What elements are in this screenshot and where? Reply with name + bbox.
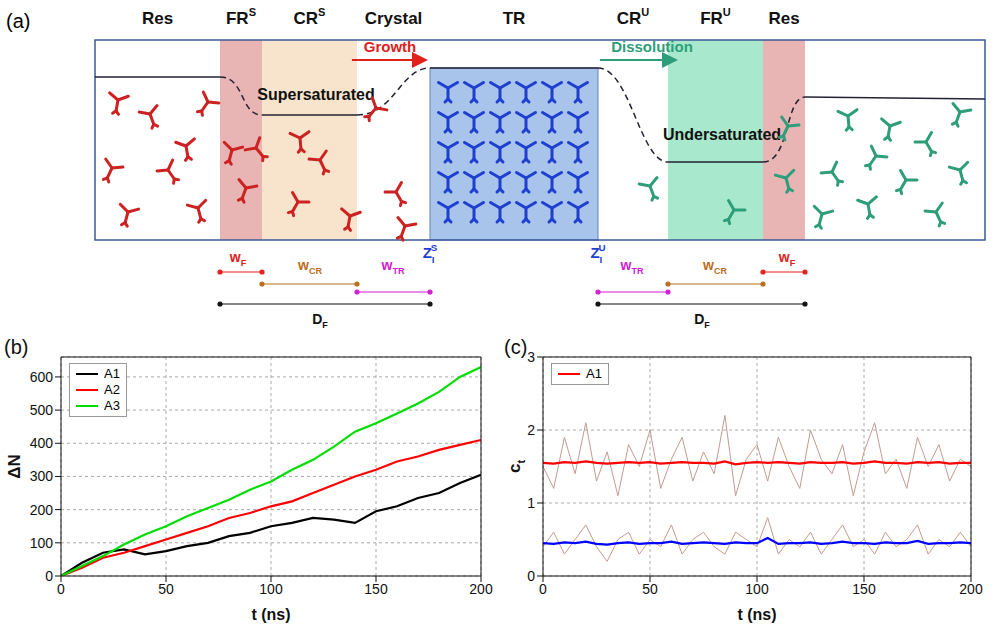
svg-text:Supersaturated: Supersaturated	[257, 86, 374, 103]
svg-text:wCR: wCR	[702, 257, 727, 276]
svg-text:wTR: wTR	[380, 257, 404, 276]
svg-text:50: 50	[158, 581, 174, 597]
svg-text:ct: ct	[505, 460, 527, 473]
svg-text:Dissolution: Dissolution	[611, 38, 693, 55]
svg-text:CRS: CRS	[294, 6, 326, 28]
html-text:A3: A3	[104, 398, 120, 413]
svg-text:CRU: CRU	[617, 6, 650, 28]
svg-text:wF: wF	[229, 249, 247, 268]
svg-text:500: 500	[30, 402, 54, 418]
svg-text:Growth: Growth	[364, 38, 417, 55]
svg-text:300: 300	[30, 468, 54, 484]
svg-text:ZIS: ZIS	[423, 242, 438, 265]
svg-text:Crystal: Crystal	[365, 9, 423, 28]
svg-text:100: 100	[259, 581, 283, 597]
svg-text:150: 150	[364, 581, 388, 597]
svg-text:50: 50	[642, 581, 658, 597]
svg-text:FRU: FRU	[700, 6, 731, 28]
svg-text:2: 2	[527, 422, 535, 438]
html-text:A1: A1	[586, 366, 602, 381]
svg-text:DF: DF	[694, 311, 710, 330]
svg-text:wTR: wTR	[619, 257, 643, 276]
svg-text:150: 150	[852, 581, 876, 597]
svg-text:t (ns): t (ns)	[251, 606, 290, 623]
svg-text:Res: Res	[142, 9, 173, 28]
svg-text:ΔN: ΔN	[5, 454, 24, 479]
svg-text:(b): (b)	[4, 336, 28, 358]
svg-text:100: 100	[30, 535, 54, 551]
svg-text:0: 0	[45, 568, 53, 584]
svg-text:(c): (c)	[504, 336, 527, 358]
svg-text:600: 600	[30, 369, 54, 385]
svg-text:0: 0	[57, 581, 65, 597]
svg-text:3: 3	[527, 349, 535, 365]
svg-text:400: 400	[30, 435, 54, 451]
svg-text:Res: Res	[768, 9, 799, 28]
html-text:A1: A1	[104, 366, 120, 381]
svg-text:DF: DF	[312, 311, 328, 330]
svg-text:wCR: wCR	[297, 257, 322, 276]
html-text:A2: A2	[104, 382, 120, 397]
svg-text:1: 1	[527, 495, 535, 511]
svg-text:TR: TR	[503, 9, 526, 28]
svg-text:wF: wF	[778, 249, 796, 268]
svg-text:ZIU: ZIU	[590, 242, 605, 265]
svg-text:FRS: FRS	[226, 6, 256, 28]
svg-text:0: 0	[527, 568, 535, 584]
svg-text:Undersaturated: Undersaturated	[663, 126, 781, 143]
svg-text:0: 0	[539, 581, 547, 597]
svg-text:(a): (a)	[6, 10, 30, 32]
svg-text:t (ns): t (ns)	[737, 606, 776, 623]
svg-text:200: 200	[30, 502, 54, 518]
svg-text:100: 100	[745, 581, 769, 597]
svg-text:200: 200	[469, 581, 493, 597]
svg-text:200: 200	[959, 581, 983, 597]
